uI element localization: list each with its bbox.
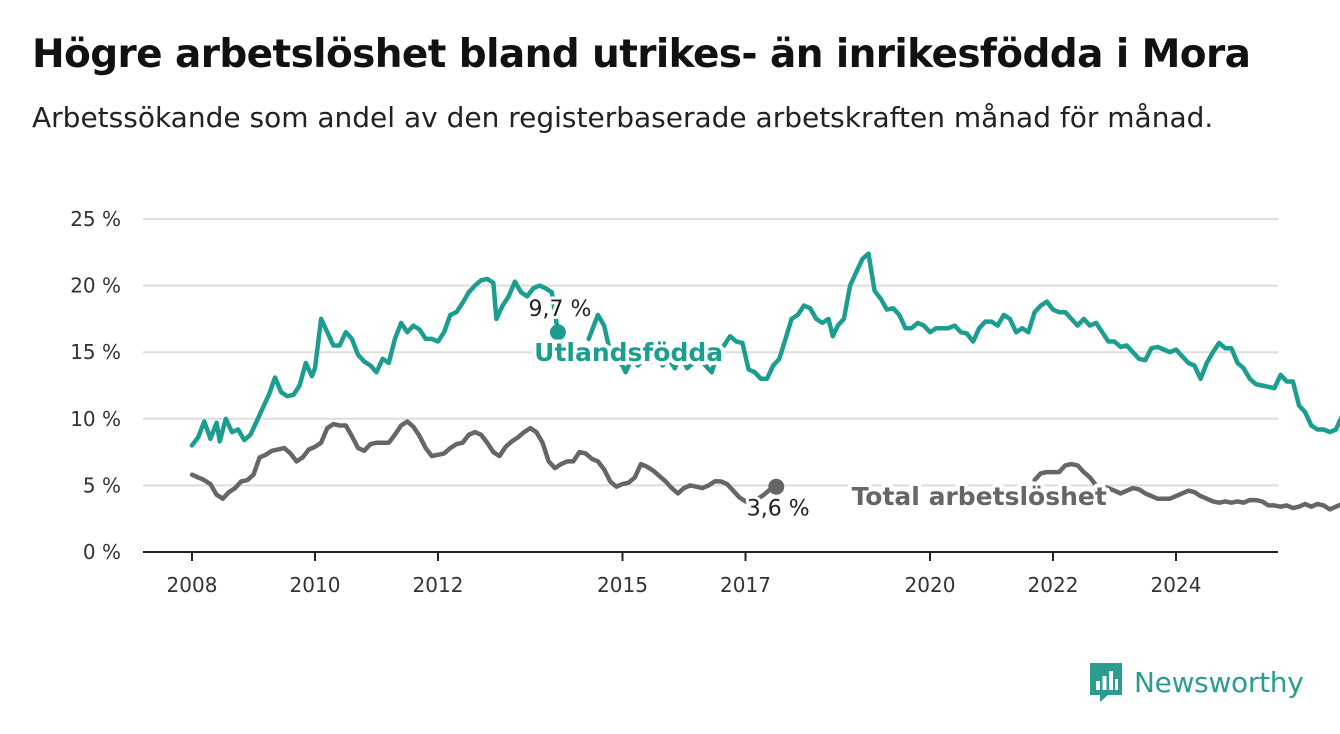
series-line	[586, 251, 1340, 435]
y-tick-label: 10 %	[70, 407, 121, 431]
series-name-label: Utlandsfödda	[534, 338, 723, 367]
x-tick-label: 2020	[905, 573, 956, 597]
chart-subtitle: Arbetssökande som andel av den registerb…	[32, 101, 1214, 134]
end-value-label: 9,7 %	[528, 297, 591, 322]
x-axis-ticks: 2008 2010 2012 2015 2017 2020 2022 2024	[167, 552, 1202, 597]
x-tick-label: 2022	[1028, 573, 1079, 597]
chart-title: Högre arbetslöshet bland utrikes- än inr…	[32, 32, 1251, 77]
y-tick-label: 0 %	[83, 540, 121, 564]
series-line	[1032, 461, 1340, 512]
x-tick-label: 2012	[413, 573, 464, 597]
series-lines	[189, 251, 1340, 512]
y-tick-label: 25 %	[70, 207, 121, 231]
y-axis-ticks: 0 % 5 % 10 % 15 % 20 % 25 %	[70, 207, 121, 564]
series-line	[189, 419, 779, 504]
x-tick-label: 2017	[720, 573, 771, 597]
line-chart: 0 %5 %10 %15 %20 %25 % 2008 2010 2012 2015 2…	[70, 207, 1340, 597]
y-tick-label: 20 %	[70, 274, 121, 298]
x-tick-label: 2015	[597, 573, 648, 597]
series-name-label: Total arbetslöshet	[852, 482, 1107, 511]
series-line	[189, 276, 561, 448]
series-labels: 9,7 % 3,6 % Utlandsfödda Total arbetslöshet	[525, 294, 1110, 525]
x-tick-label: 2024	[1151, 573, 1202, 597]
x-tick-label: 2010	[290, 573, 341, 597]
x-tick-label: 2008	[167, 573, 218, 597]
y-tick-label: 15 %	[70, 340, 121, 364]
end-point	[549, 324, 566, 341]
bar-chart-logo-icon	[1090, 663, 1122, 702]
y-tick-label: 5 %	[83, 473, 121, 497]
end-value-label: 3,6 %	[747, 497, 810, 522]
end-point	[768, 478, 785, 495]
brand-name: Newsworthy	[1134, 665, 1304, 699]
newsworthy-logo[interactable]: Newsworthy	[1088, 660, 1304, 704]
